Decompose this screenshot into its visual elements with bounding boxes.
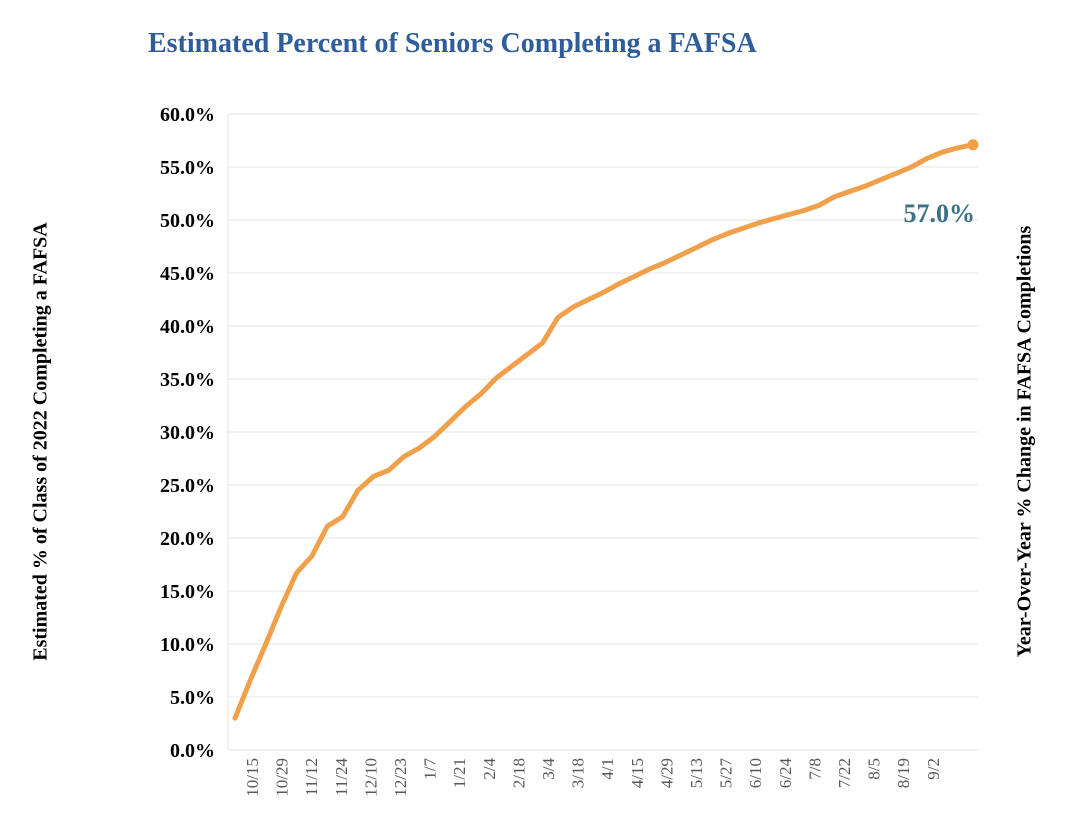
y-tick-label: 15.0% xyxy=(160,581,215,603)
x-tick-label: 11/24 xyxy=(332,758,351,797)
chart-title: Estimated Percent of Seniors Completing … xyxy=(148,28,757,59)
x-tick-label: 2/18 xyxy=(509,758,528,788)
x-tick-label: 6/24 xyxy=(776,758,795,789)
x-tick-label: 3/4 xyxy=(539,758,558,780)
y-tick-label: 50.0% xyxy=(160,210,215,232)
y-tick-label: 45.0% xyxy=(160,263,215,285)
y-tick-label: 0.0% xyxy=(170,740,215,762)
x-tick-label: 8/5 xyxy=(865,758,884,780)
x-tick-label: 5/27 xyxy=(717,758,736,789)
y-tick-label: 25.0% xyxy=(160,475,215,497)
x-tick-label: 10/15 xyxy=(243,758,262,797)
x-tick-label: 8/19 xyxy=(894,758,913,788)
x-tick-label: 4/15 xyxy=(628,758,647,788)
end-point-marker xyxy=(967,139,979,151)
x-tick-label: 11/12 xyxy=(302,758,321,796)
x-tick-label: 7/8 xyxy=(805,758,824,780)
y-tick-labels: 0.0% 5.0% 10.0% 15.0% 20.0% 25.0% 30.0% 35.0% 40… xyxy=(160,104,215,762)
x-tick-label: 5/13 xyxy=(687,758,706,788)
x-tick-labels: 10/15 10/29 11/12 11/24 12/10 12/23 1/7 1/21 2/4… xyxy=(243,758,943,797)
x-tick-label: 4/1 xyxy=(598,758,617,780)
series-line xyxy=(232,142,976,721)
x-tick-label: 1/7 xyxy=(421,758,440,780)
grid-lines xyxy=(227,113,978,751)
y-tick-label: 20.0% xyxy=(160,528,215,550)
x-tick-label: 3/18 xyxy=(569,758,588,788)
y-tick-label: 60.0% xyxy=(160,104,215,126)
x-tick-label: 2/4 xyxy=(480,758,499,780)
y-tick-label: 30.0% xyxy=(160,422,215,444)
x-tick-label: 12/23 xyxy=(391,758,410,797)
x-tick-label: 12/10 xyxy=(361,758,380,797)
y-tick-label: 55.0% xyxy=(160,157,215,179)
y-tick-label: 5.0% xyxy=(170,687,215,709)
x-tick-label: 1/21 xyxy=(450,758,469,788)
x-tick-label: 9/2 xyxy=(924,758,943,780)
x-tick-label: 10/29 xyxy=(273,758,292,797)
series-group: 57.0% xyxy=(232,139,979,721)
y-tick-label: 40.0% xyxy=(160,316,215,338)
y-tick-label: 35.0% xyxy=(160,369,215,391)
x-tick-label: 4/29 xyxy=(657,758,676,788)
x-tick-label: 7/22 xyxy=(835,758,854,788)
y-tick-label: 10.0% xyxy=(160,634,215,656)
x-tick-label: 6/10 xyxy=(746,758,765,788)
end-value-label: 57.0% xyxy=(904,199,976,228)
